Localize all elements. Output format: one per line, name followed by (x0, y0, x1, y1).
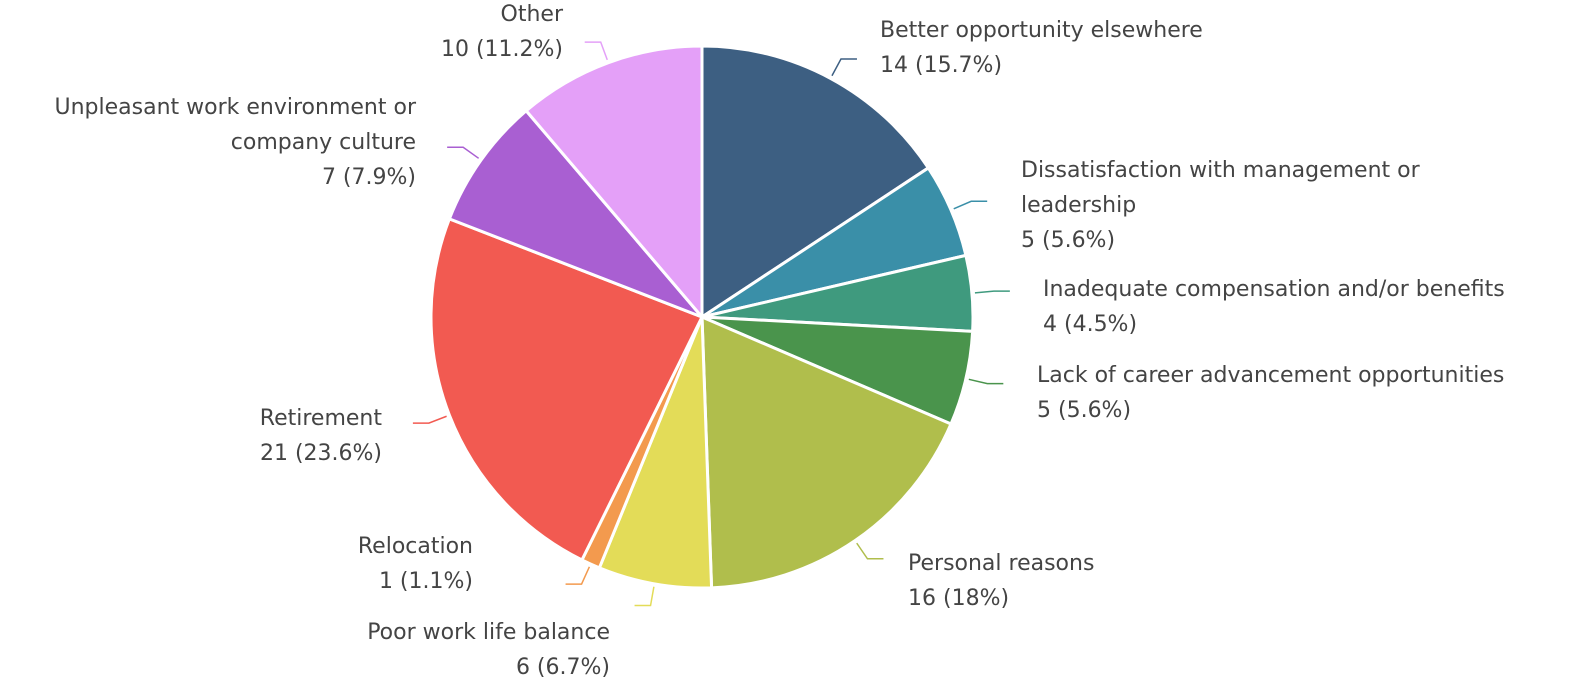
slice-label: Relocation 1 (1.1%) (358, 529, 473, 599)
leader-line (856, 542, 884, 560)
slice-label: Personal reasons 16 (18%) (908, 546, 1094, 616)
pie-slice (429, 217, 704, 562)
slice-value: 5 (5.6%) (1037, 398, 1132, 423)
slice-value: 16 (18%) (908, 586, 1010, 611)
leader-line (974, 290, 1010, 294)
slice-label: Poor work life balance 6 (6.7%) (367, 615, 610, 685)
leader-line (953, 200, 988, 210)
pie-slice (524, 44, 704, 319)
leader-line (968, 378, 1004, 385)
slice-label: Dissatisfaction with management or leade… (1021, 153, 1451, 258)
slice-name: Other (500, 2, 563, 27)
leader-line (565, 566, 591, 585)
slice-value: 14 (15.7%) (880, 53, 1003, 78)
leader-line (584, 41, 608, 61)
slice-name: Retirement (259, 406, 382, 431)
leader-line (412, 415, 447, 424)
slice-name: Unpleasant work environment or company c… (54, 95, 417, 155)
slice-name: Inadequate compensation and/or benefits (1043, 277, 1505, 302)
slice-value: 6 (6.7%) (515, 655, 610, 680)
slice-label: Retirement 21 (23.6%) (260, 401, 382, 471)
slice-value: 1 (1.1%) (378, 569, 473, 594)
slice-value: 4 (4.5%) (1043, 312, 1138, 337)
slice-label: Unpleasant work environment or company c… (0, 90, 417, 195)
slice-name: Poor work life balance (367, 620, 610, 645)
slice-name: Relocation (357, 534, 473, 559)
slice-value: 5 (5.6%) (1021, 228, 1116, 253)
pie-slice (700, 44, 930, 319)
slice-label: Better opportunity elsewhere 14 (15.7%) (880, 13, 1203, 83)
slice-name: Lack of career advancement opportunities (1037, 363, 1505, 388)
pie-slice (447, 109, 704, 319)
pie-slice (700, 315, 953, 590)
leader-line (447, 146, 480, 159)
slice-value: 21 (23.6%) (259, 441, 382, 466)
leader-line (831, 58, 857, 77)
pie-slice (597, 315, 714, 590)
slice-name: Dissatisfaction with management or leade… (1021, 158, 1420, 218)
slice-value: 10 (11.2%) (440, 37, 563, 62)
slice-label: Lack of career advancement opportunities… (1037, 358, 1504, 428)
slice-label: Inadequate compensation and/or benefits 4… (1043, 272, 1505, 342)
slice-name: Personal reasons (908, 551, 1095, 576)
slice-label: Other 10 (11.2%) (441, 0, 563, 67)
slice-name: Better opportunity elsewhere (880, 18, 1203, 43)
leader-line (634, 586, 655, 607)
slice-value: 7 (7.9%) (321, 165, 416, 190)
